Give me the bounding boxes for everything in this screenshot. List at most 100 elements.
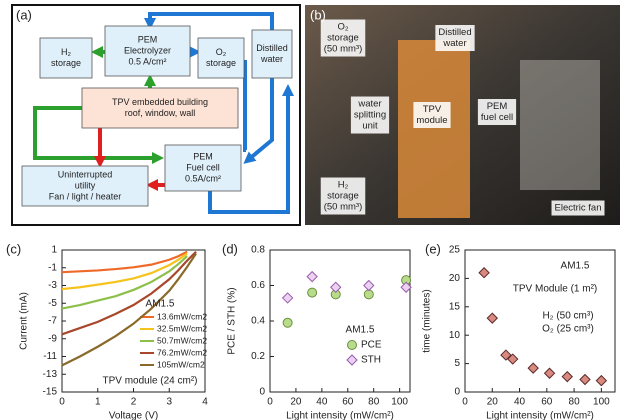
node-label: storage [51, 58, 81, 68]
photo-label-text: storage [327, 33, 359, 44]
point [595, 374, 608, 387]
photo-label-text: H₂ [338, 180, 349, 191]
point [507, 353, 519, 365]
arrow [208, 84, 294, 214]
x-tick-label: 20 [290, 397, 302, 408]
annotation: O₂ (25 cm³) [542, 324, 594, 335]
x-tick-label: 40 [316, 397, 328, 408]
y-tick-label: 0.8 [251, 245, 265, 256]
y-tick-label: 15 [449, 301, 461, 312]
point [400, 281, 412, 293]
node-label: Distilled [256, 43, 288, 53]
series-line [61, 255, 188, 310]
series-line [61, 252, 197, 367]
annotation: TPV module (24 cm²) [102, 376, 197, 387]
annotation: AM1.5 [346, 325, 375, 336]
point [363, 289, 374, 300]
photo-label-bg [551, 200, 605, 216]
photo-module [398, 40, 470, 218]
y-tick-label: 0.6 [251, 280, 265, 291]
photo-label-text: (50 mm³) [324, 44, 363, 55]
photo-label-text: Distilled [438, 27, 471, 38]
legend-swatch [347, 340, 357, 350]
photo-label: Electric fan [551, 200, 605, 216]
x-tick-label: 3 [166, 397, 172, 408]
node-label: H₂ [61, 47, 71, 57]
photo-label-text: water [357, 99, 381, 110]
x-tick-label: 40 [514, 397, 526, 408]
y-tick-label: -11 [43, 351, 57, 362]
panel-label: (b) [310, 7, 326, 22]
y-axis-label: Current (mA) [19, 292, 30, 350]
legend-label: 76.2mW/cm2 [157, 347, 207, 357]
x-axis-label: Light intensity (mW/cm²) [286, 411, 394, 420]
annotation: AM1.5 [561, 261, 590, 272]
point [330, 281, 342, 293]
y-tick-label: 0.2 [251, 351, 265, 362]
legend-swatch [346, 354, 358, 366]
photo-label-bg [320, 177, 366, 215]
photo-label-text: Electric fan [555, 203, 602, 214]
node-label: PEM [193, 151, 213, 161]
y-tick-label: -1 [48, 262, 57, 273]
node-label: O₂ [216, 47, 227, 57]
x-tick-label: 0 [59, 397, 65, 408]
legend-label: 13.6mW/cm2 [157, 311, 207, 321]
panel-label: (a) [16, 7, 32, 22]
photo-label-bg [477, 99, 517, 126]
diagram-node [21, 165, 149, 207]
photo-label-text: O₂ [337, 22, 348, 33]
y-tick-label: 20 [449, 273, 461, 284]
x-tick-label: 0 [462, 397, 468, 408]
y-tick-label: 1 [51, 245, 57, 256]
photo-label-text: unit [362, 121, 378, 132]
y-tick-label: -13 [43, 369, 58, 380]
node-label: TPV embedded building [112, 97, 208, 107]
point [579, 373, 591, 386]
x-tick-label: 80 [569, 397, 581, 408]
diagram-node [251, 29, 293, 79]
point [486, 312, 498, 324]
diagram-node [39, 37, 93, 79]
x-tick-label: 100 [593, 397, 610, 408]
point [478, 267, 490, 279]
y-tick-label: 0 [454, 387, 460, 398]
arrows [33, 12, 294, 214]
panel-label: (e) [425, 241, 441, 256]
point [543, 367, 556, 379]
series-line [61, 252, 188, 291]
y-tick-label: 0.4 [251, 316, 265, 327]
y-tick-label: -3 [48, 280, 57, 291]
node-label: Fuel cell [186, 162, 220, 172]
x-tick-label: 80 [368, 397, 380, 408]
series-line [61, 250, 188, 274]
point [561, 370, 573, 383]
photo-label-text: TPV [423, 104, 442, 115]
photo-fan-area [520, 60, 600, 190]
y-tick-label: -9 [48, 333, 57, 344]
diagram-node [164, 144, 242, 192]
chart: 0 20 40 60 80 100 0 0.2 0.4 0.6 0.8 Light intensity… [227, 245, 412, 420]
y-axis-label: PCE / STH (%) [227, 287, 238, 354]
annotation: TPV Module (1 m²) [513, 284, 597, 295]
x-tick-label: 60 [342, 397, 354, 408]
y-tick-label: 0 [259, 387, 265, 398]
legend-label: PCE [361, 340, 382, 351]
point [527, 362, 539, 374]
x-axis-label: Light intensity (mW/cm²) [486, 411, 594, 420]
x-tick-label: 20 [487, 397, 499, 408]
y-axis-label: time (minutes) [422, 289, 433, 352]
panel-label: (c) [6, 241, 21, 256]
photo-label-bg [350, 96, 390, 134]
y-tick-label: -7 [48, 316, 57, 327]
annotation: H₂ (50 cm³) [542, 311, 593, 322]
photo-label-bg [435, 25, 475, 52]
